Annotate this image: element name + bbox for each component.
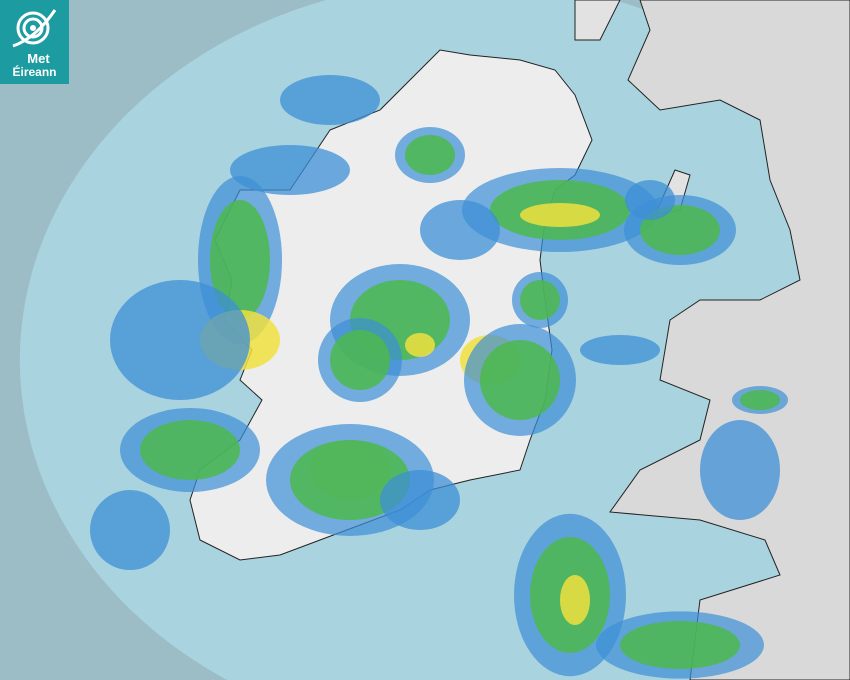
rain-moderate-area: [210, 200, 270, 320]
rain-light-area: [420, 200, 500, 260]
rain-light-area: [625, 180, 675, 220]
rain-light-area: [380, 470, 460, 530]
rain-light-area: [230, 145, 350, 195]
rain-moderate-area: [330, 330, 390, 390]
logo-text-eireann: Éireann: [12, 65, 57, 79]
rain-moderate-area: [480, 340, 560, 420]
rain-moderate-area: [520, 280, 560, 320]
met-eireann-logo: Met Éireann: [0, 0, 69, 84]
rain-heavy-area: [405, 333, 435, 357]
rain-moderate-area: [405, 135, 455, 175]
rain-light-area: [580, 335, 660, 365]
rain-light-area: [110, 280, 250, 400]
rain-heavy-area: [520, 203, 600, 227]
rain-light-area: [700, 420, 780, 520]
rain-light-area: [90, 490, 170, 570]
rain-heavy-area: [560, 575, 590, 625]
rain-moderate-area: [620, 621, 740, 669]
rain-layer: [90, 75, 788, 679]
rain-moderate-area: [140, 420, 240, 480]
logo-text-met: Met: [27, 51, 50, 66]
land-kintyre: [574, 0, 621, 41]
land-britain: [609, 0, 850, 680]
rain-light-area: [280, 75, 380, 125]
rain-moderate-area: [740, 390, 780, 410]
swirl-logo-icon: [12, 9, 57, 48]
